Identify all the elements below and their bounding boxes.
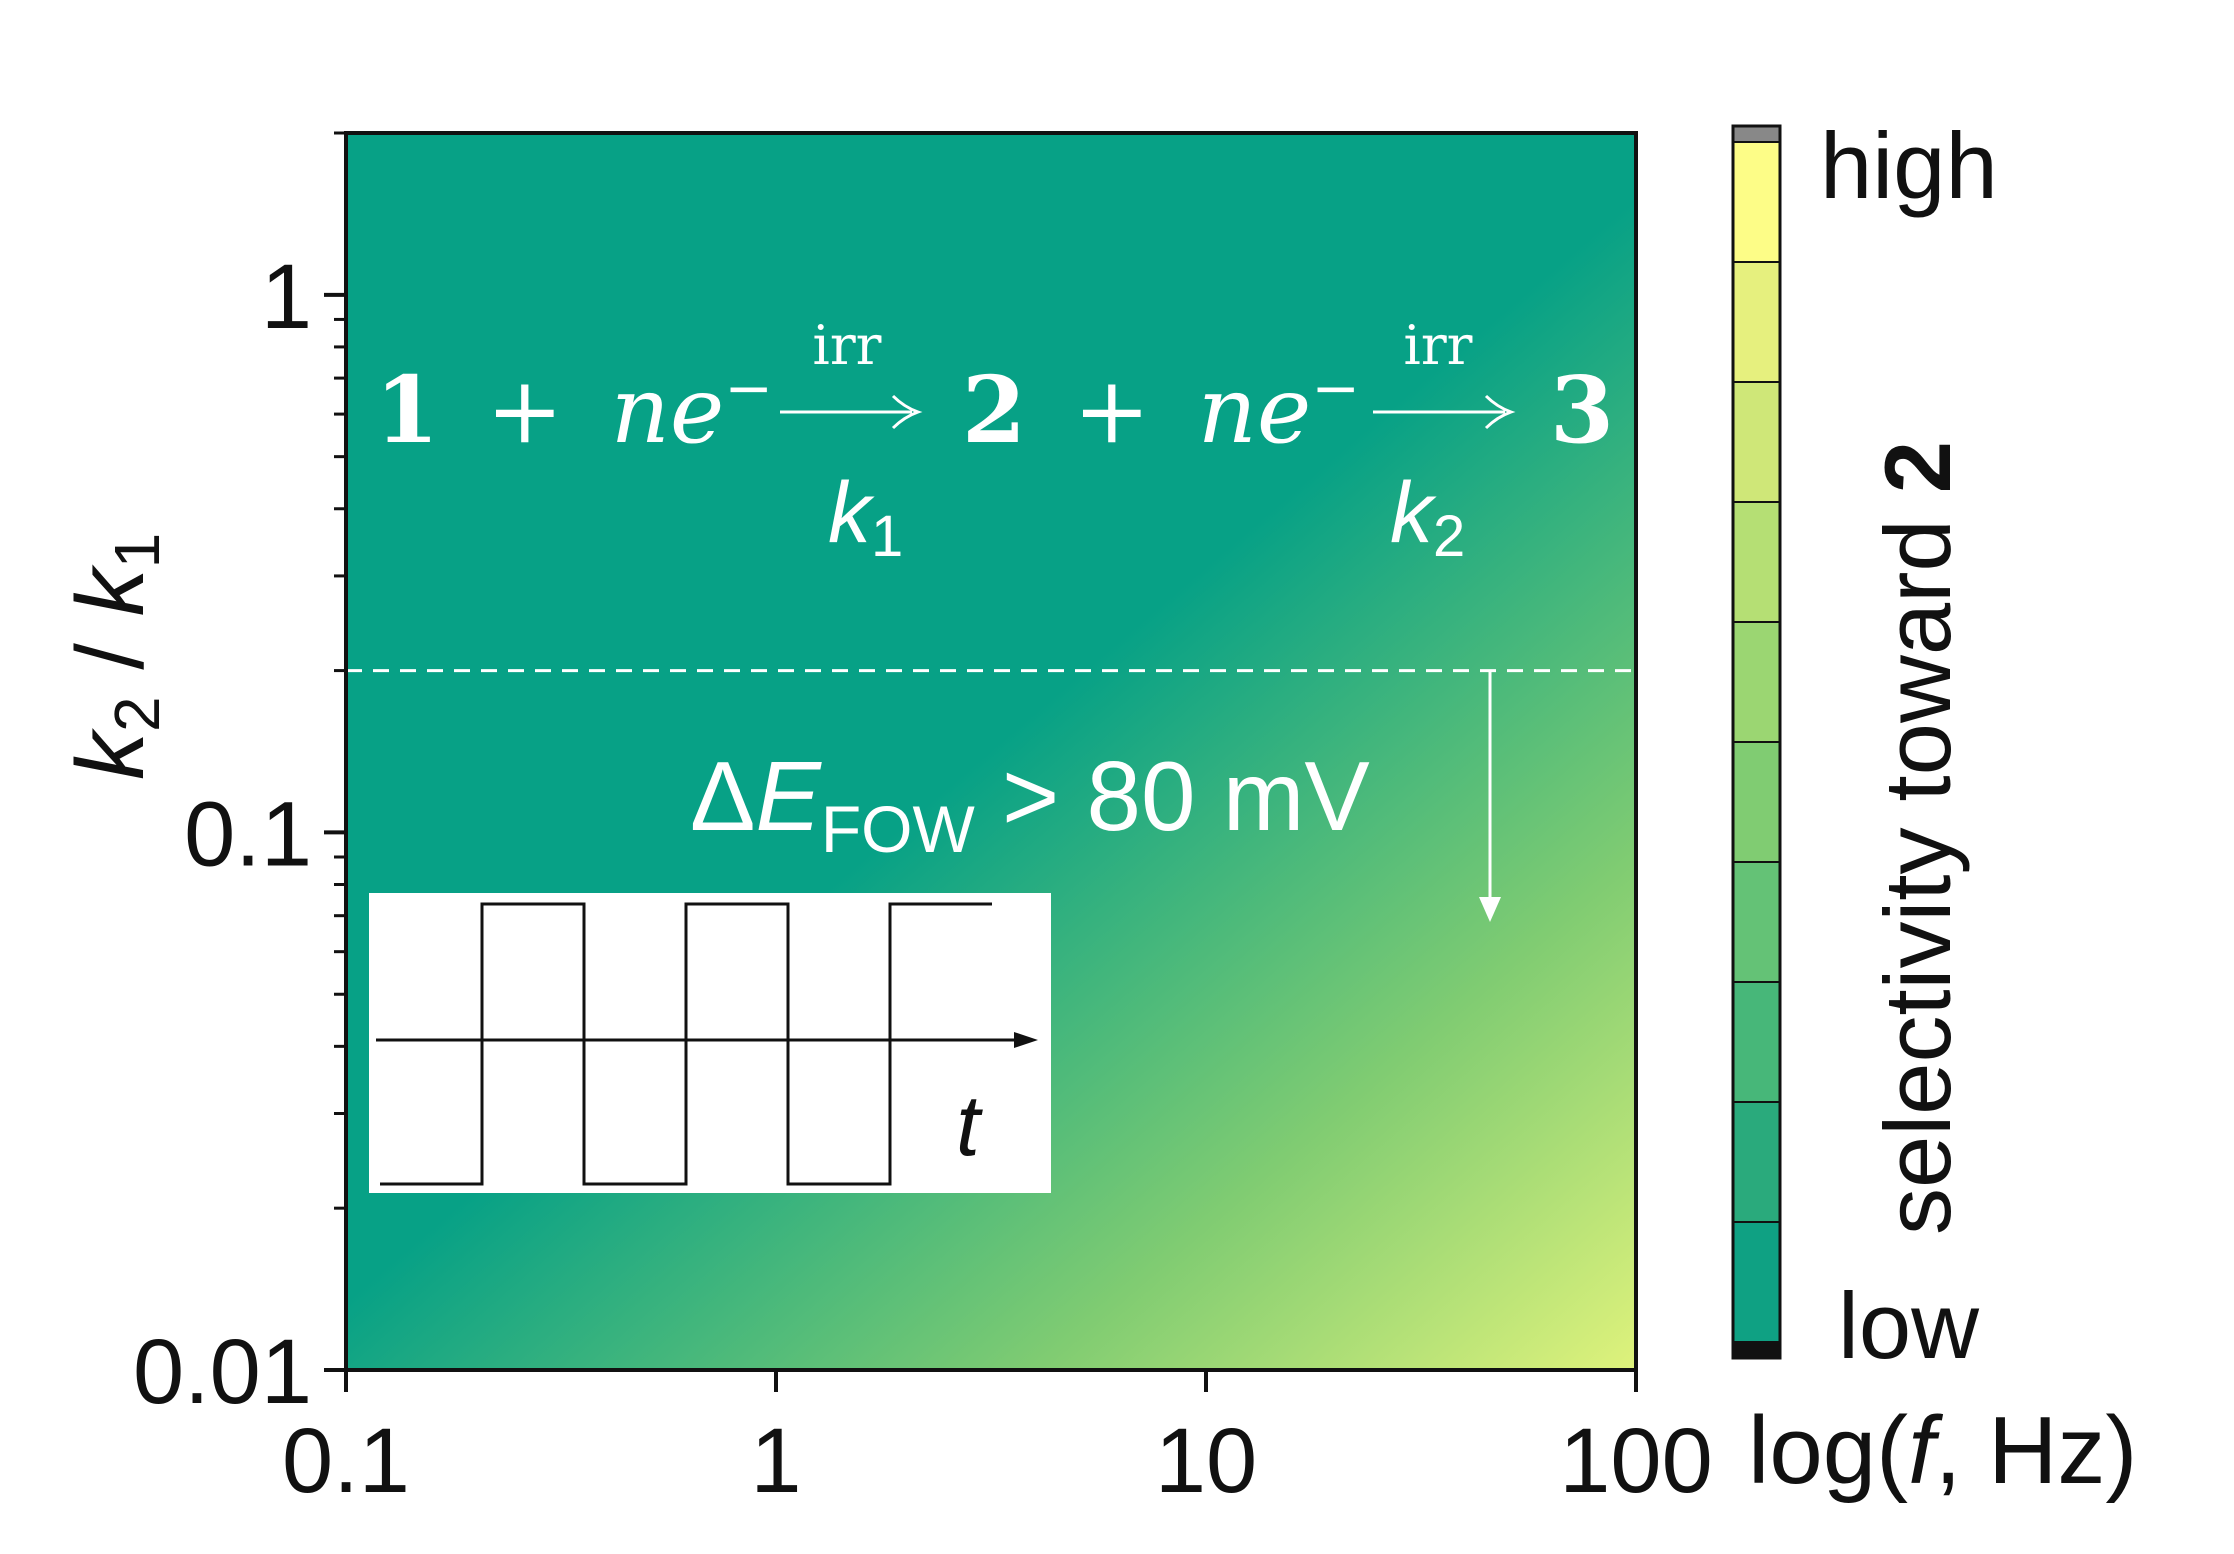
x-axis-ticks: 0.1 1 10 100 [282, 1370, 1713, 1512]
reactant-3: 3 [1550, 356, 1614, 464]
reactant-1: 1 [375, 356, 439, 464]
svg-text:1 + ne−: 1 + ne− [375, 354, 773, 464]
colorbar-band [1732, 621, 1781, 743]
reactant-2: 2 [962, 356, 1026, 464]
svg-text:2 + ne−: 2 + ne− [962, 354, 1360, 464]
y-tick-label: 0.01 [133, 1321, 312, 1423]
square-wave-trace [380, 902, 992, 1186]
colorbar-band [1732, 1101, 1781, 1223]
arrow-2-label: irr [1404, 314, 1473, 377]
colorbar-band [1732, 741, 1781, 863]
rate-k2-label: k2 [1390, 465, 1465, 569]
threshold-label: ΔEFOW > 80 mV [690, 741, 1370, 866]
colorbar-underflow [1733, 1342, 1780, 1358]
x-tick-label: 0.1 [282, 1410, 410, 1512]
colorbar-band [1732, 501, 1781, 623]
colorbar-frame [1731, 124, 1782, 1360]
colorbar-band [1732, 861, 1781, 983]
colorbar-title: selectivity toward 2 [1865, 441, 1970, 1235]
colorbar-band [1732, 261, 1781, 383]
y-axis-ticks: 0.01 0.1 1 [133, 131, 346, 1423]
colorbar-low-label: low [1838, 1273, 1980, 1378]
threshold-arrow [1479, 670, 1501, 922]
plot-frame [344, 131, 1638, 1372]
colorbar-band [1732, 381, 1781, 503]
x-axis-title: log(f, Hz) [1748, 1397, 2137, 1504]
colorbar [1731, 124, 1782, 1360]
y-axis-title: k2 / k1 [57, 533, 173, 780]
y-tick-label: 0.1 [184, 783, 312, 885]
arrow-1-label: irr [813, 314, 882, 377]
y-tick-label: 1 [261, 246, 312, 348]
x-tick-label: 100 [1559, 1410, 1713, 1512]
rate-k1-label: k1 [828, 465, 903, 569]
colorbar-overflow [1733, 126, 1780, 142]
inset-t-label: t [956, 1078, 983, 1174]
colorbar-band [1732, 141, 1781, 263]
colorbar-band [1732, 1221, 1781, 1343]
x-tick-label: 10 [1155, 1410, 1257, 1512]
inset-square-wave: t [369, 893, 1051, 1193]
colorbar-band [1732, 981, 1781, 1103]
colorbar-high-label: high [1820, 113, 1998, 218]
x-tick-label: 1 [750, 1410, 801, 1512]
reaction-scheme: 1 + ne− irr k1 2 + ne− irr k2 3 [375, 314, 1614, 569]
